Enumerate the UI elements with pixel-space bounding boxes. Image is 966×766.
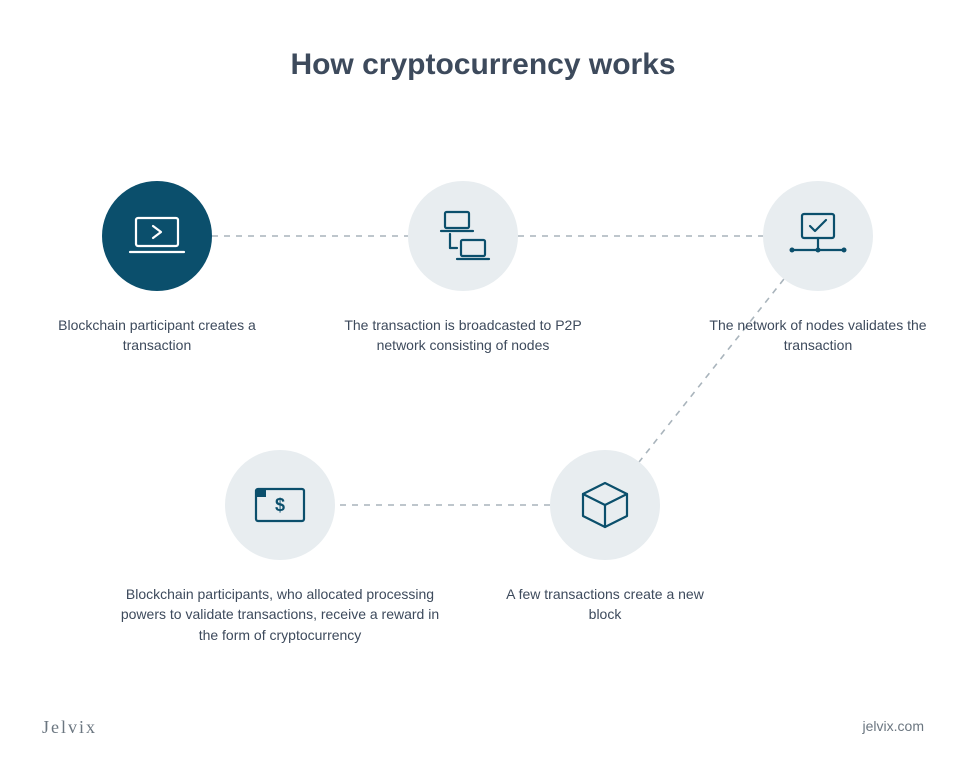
- step-caption-2: The transaction is broadcasted to P2P ne…: [323, 315, 603, 356]
- step-caption-1: Blockchain participant creates a transac…: [47, 315, 267, 356]
- connectors-layer: [0, 0, 966, 766]
- laptop-play-icon: [126, 212, 188, 260]
- step-node-2: [408, 181, 518, 291]
- site-url: jelvix.com: [863, 718, 924, 734]
- step-node-1: [102, 181, 212, 291]
- connector-3: [639, 279, 784, 462]
- two-laptops-icon: [427, 206, 499, 266]
- step-node-5: $: [225, 450, 335, 560]
- diagram-canvas: Blockchain participant creates a transac…: [0, 0, 966, 766]
- step-node-3: [763, 181, 873, 291]
- brand-logo: Jelvix: [42, 717, 97, 738]
- monitor-check-icon: [786, 208, 850, 264]
- svg-text:$: $: [275, 495, 285, 515]
- cube-icon: [577, 477, 633, 533]
- step-caption-3: The network of nodes validates the trans…: [708, 315, 928, 356]
- step-caption-4: A few transactions create a new block: [495, 584, 715, 625]
- dollar-card-icon: $: [250, 483, 310, 527]
- step-node-4: [550, 450, 660, 560]
- step-caption-5: Blockchain participants, who allocated p…: [115, 584, 445, 645]
